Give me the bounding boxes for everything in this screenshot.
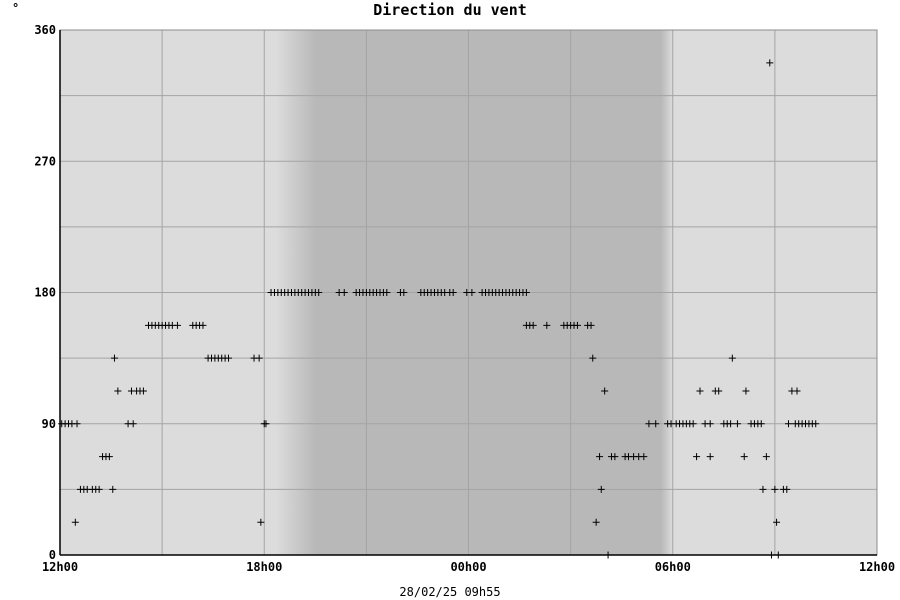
data-point <box>689 420 697 428</box>
axes: 0 90 180 270 360 12h00 18h00 00h00 06h00 12h00 <box>34 23 895 574</box>
data-point <box>110 354 118 362</box>
data-point <box>742 387 750 395</box>
data-point <box>573 321 581 329</box>
data-point <box>315 289 323 296</box>
data-point <box>109 485 117 493</box>
data-point <box>383 289 391 296</box>
data-point <box>771 485 779 493</box>
data-point <box>529 321 537 329</box>
data-point <box>71 518 79 526</box>
data-point <box>645 420 653 428</box>
data-point <box>114 387 122 395</box>
data-point <box>199 321 207 329</box>
data-point <box>728 354 736 362</box>
data-point <box>105 453 113 461</box>
data-point <box>706 453 714 461</box>
data-point <box>773 518 781 526</box>
data-point <box>589 354 597 362</box>
x-tick-label: 12h00 <box>859 560 895 574</box>
data-point <box>597 485 605 493</box>
data-point <box>225 354 233 362</box>
x-tick-label: 00h00 <box>450 560 486 574</box>
data-point <box>715 387 723 395</box>
data-point <box>652 420 660 428</box>
data-point <box>693 453 701 461</box>
data-point <box>783 485 791 493</box>
y-tick-label: 180 <box>34 286 56 300</box>
data-point <box>733 420 741 428</box>
data-point <box>255 354 263 362</box>
data-point <box>640 453 648 461</box>
data-point <box>592 518 600 526</box>
chart-title: Direction du vent <box>373 1 527 19</box>
data-point <box>257 518 265 526</box>
data-point <box>95 485 103 493</box>
data-point <box>129 420 137 428</box>
data-point <box>73 420 81 428</box>
data-point <box>262 420 270 428</box>
timestamp-footer: 28/02/25 09h55 <box>399 585 500 599</box>
data-point <box>759 485 767 493</box>
unit-label: ° <box>12 1 19 15</box>
x-tick-label: 06h00 <box>655 560 691 574</box>
data-point <box>400 289 408 296</box>
data-point <box>468 289 476 296</box>
data-point <box>812 420 820 428</box>
x-tick-label: 12h00 <box>42 560 78 574</box>
y-tick-label: 360 <box>34 23 56 37</box>
data-point <box>757 420 765 428</box>
data-point <box>740 453 748 461</box>
data-point <box>596 453 604 461</box>
data-point <box>611 453 619 461</box>
data-point <box>706 420 714 428</box>
y-tick-label: 270 <box>34 154 56 168</box>
data-point <box>522 289 530 296</box>
data-point <box>601 387 609 395</box>
data-point <box>543 321 551 329</box>
data-point <box>727 420 735 428</box>
data-point <box>793 387 801 395</box>
data-point <box>340 289 348 296</box>
data-points <box>58 59 820 559</box>
y-tick-label: 0 <box>49 548 56 562</box>
data-point <box>449 289 457 296</box>
grid-lines <box>59 29 878 556</box>
y-tick-label: 90 <box>42 417 56 431</box>
data-point <box>173 321 181 329</box>
data-point <box>696 387 704 395</box>
data-point <box>139 387 147 395</box>
data-point <box>766 59 774 67</box>
x-tick-label: 18h00 <box>246 560 282 574</box>
data-point <box>784 420 792 428</box>
data-point <box>762 453 770 461</box>
data-point <box>587 321 595 329</box>
